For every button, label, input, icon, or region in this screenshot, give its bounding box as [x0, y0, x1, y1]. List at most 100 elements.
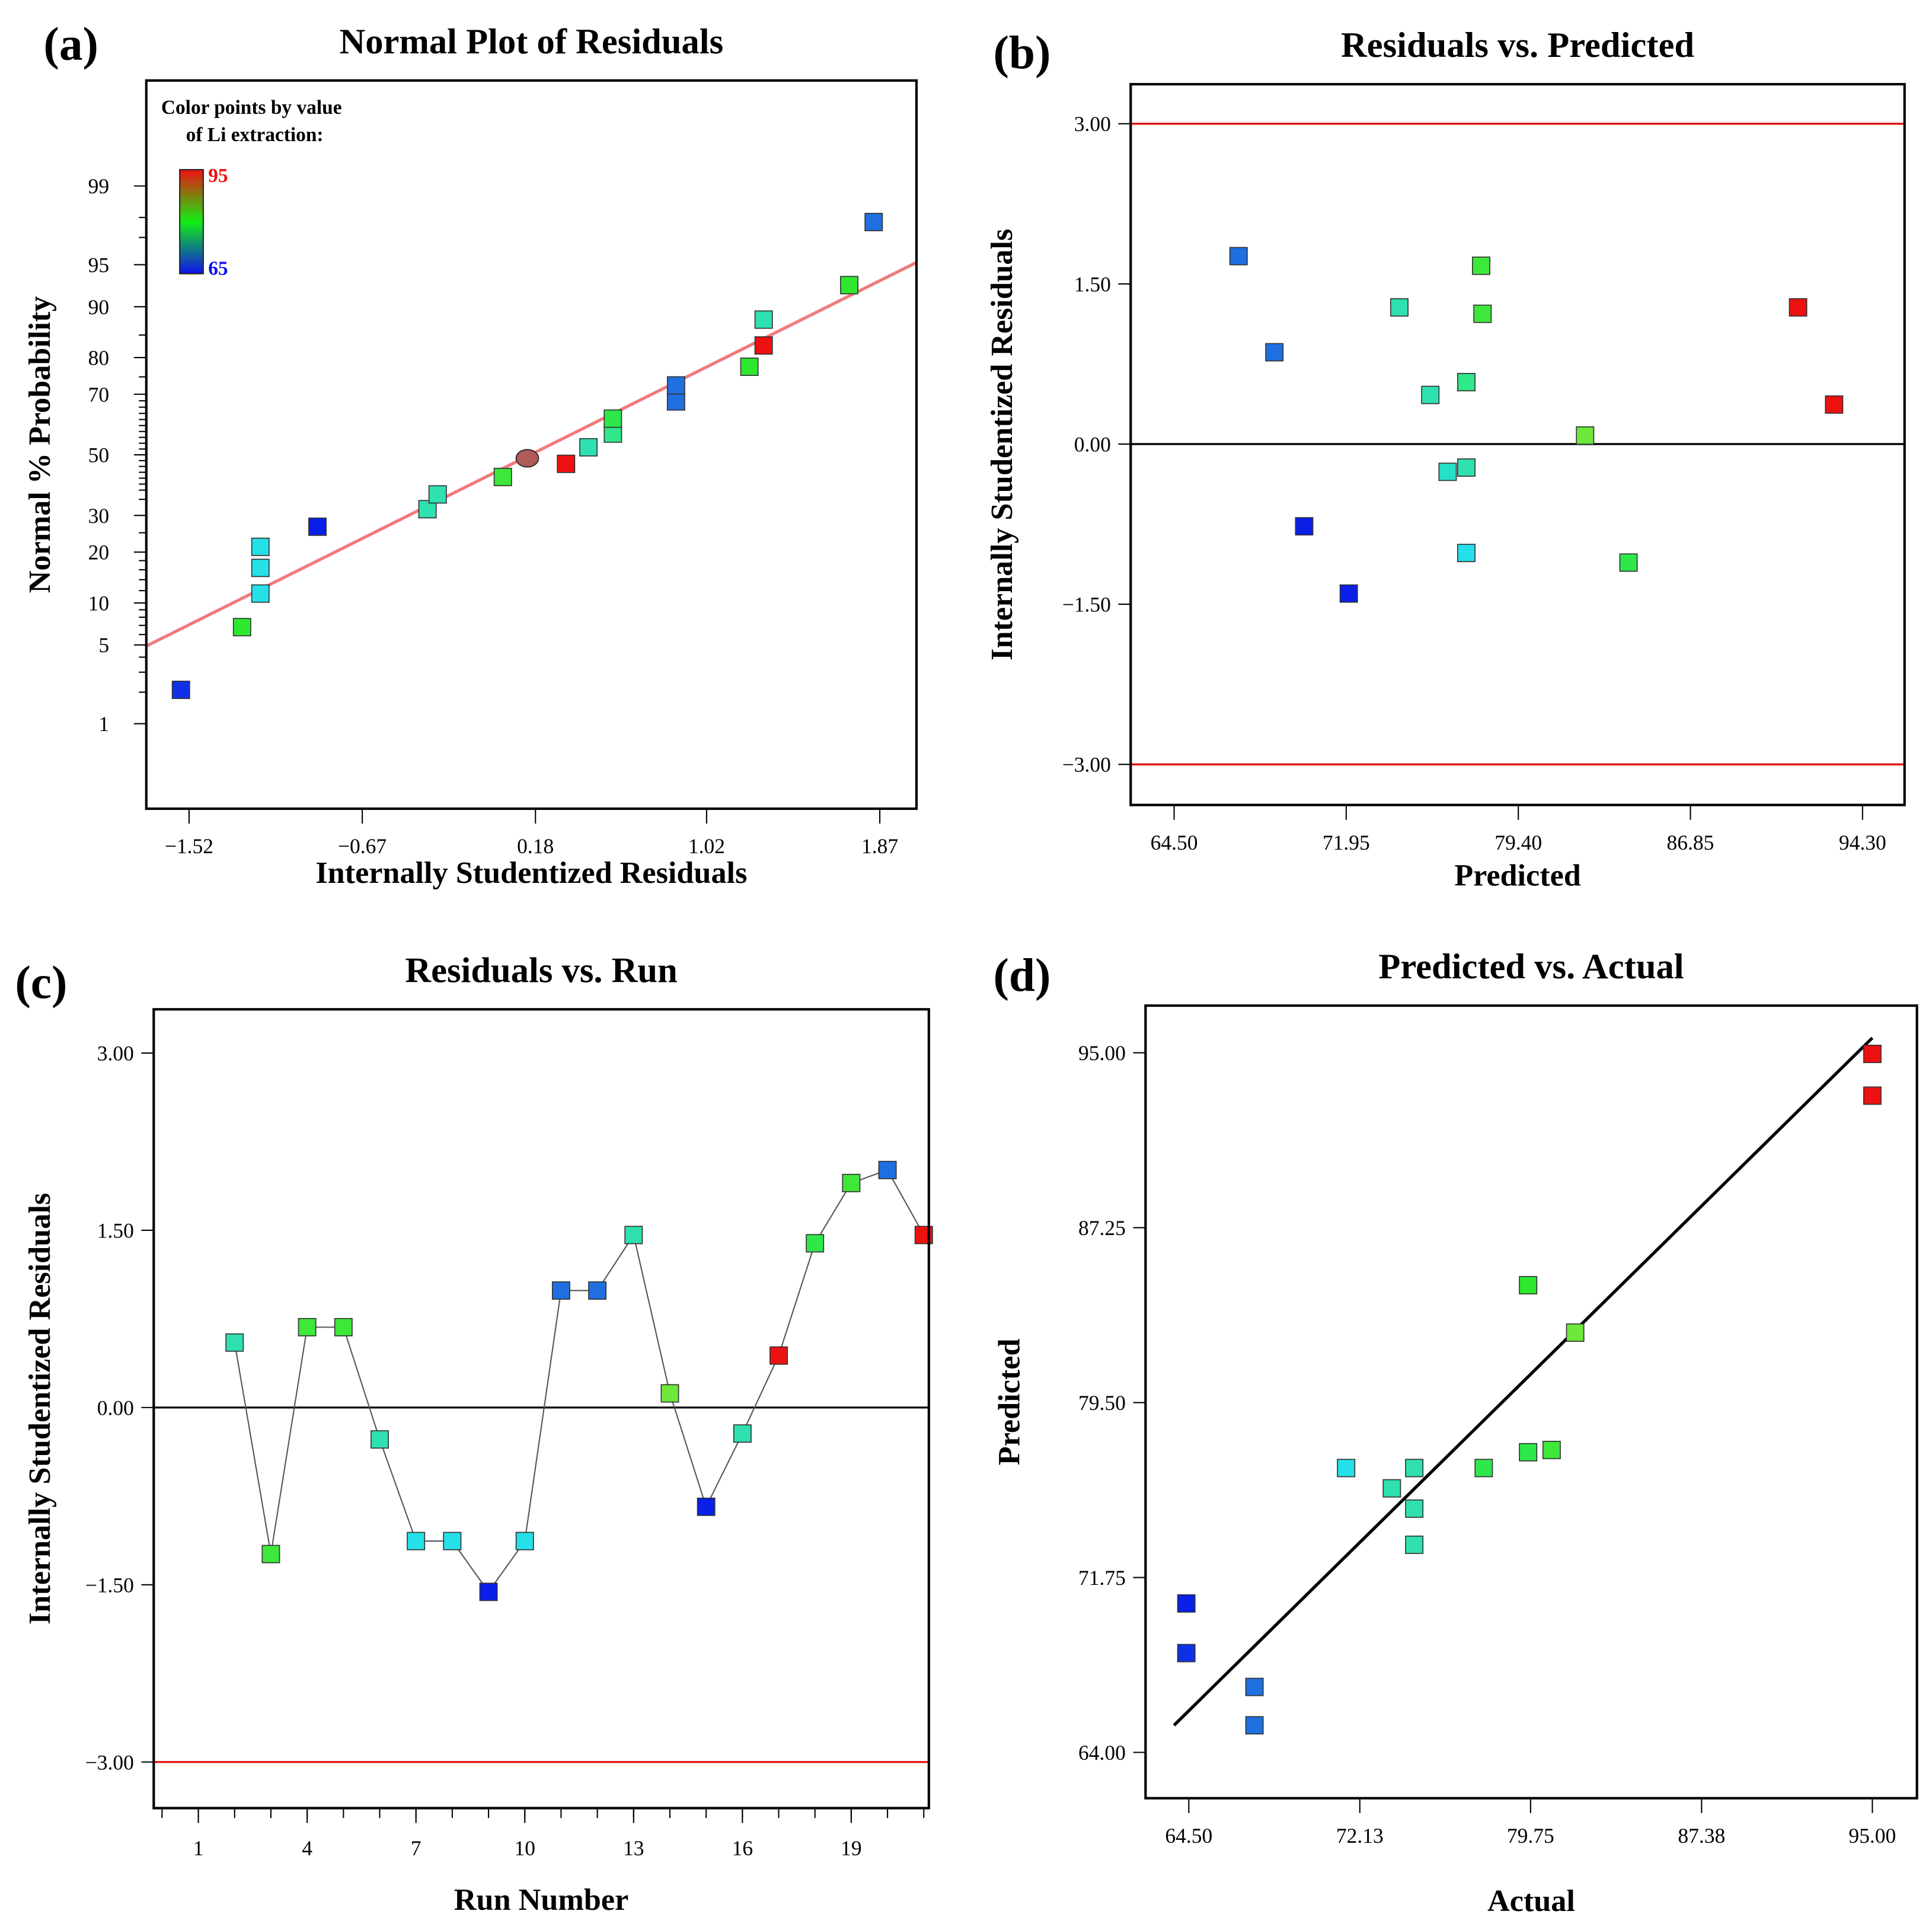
x-tick-label: −0.67 — [338, 834, 387, 858]
x-tick-label: 95.00 — [1848, 1824, 1896, 1848]
panel-c: (c) Residuals vs. Run Run Number Internally… — [15, 950, 933, 1917]
fit-line — [1173, 1036, 1874, 1727]
data-point — [493, 468, 512, 486]
data-point — [1405, 1499, 1424, 1518]
colorbar-max-label: 95 — [208, 165, 228, 187]
y-tick-label: 70 — [88, 382, 110, 406]
y-tick-label: −3.00 — [85, 1750, 134, 1774]
x-tick-label: 86.85 — [1667, 831, 1714, 854]
y-tick-label: 80 — [88, 346, 110, 370]
y-tick-label: 79.50 — [1078, 1391, 1126, 1415]
data-point — [697, 1497, 716, 1516]
data-point — [579, 438, 598, 457]
data-point — [1576, 426, 1595, 445]
panel-label: (b) — [993, 27, 1050, 79]
data-point — [1295, 517, 1314, 536]
data-point — [769, 1346, 788, 1365]
y-tick-label: 20 — [88, 541, 110, 564]
y-tick-label: 30 — [88, 504, 110, 528]
data-point — [624, 1226, 643, 1245]
y-tick-label: 1 — [98, 712, 109, 736]
data-point — [251, 584, 270, 603]
data-point — [308, 517, 327, 536]
data-point — [334, 1317, 353, 1336]
data-point — [251, 537, 270, 556]
data-point — [1177, 1594, 1196, 1613]
chart-title: Residuals vs. Predicted — [1341, 25, 1694, 65]
data-point — [1339, 584, 1358, 603]
plot-frame — [1144, 1004, 1918, 1800]
colorbar-title-line1: Color points by value — [161, 97, 342, 119]
data-point — [1519, 1276, 1538, 1295]
x-tick-label: 0.18 — [517, 834, 554, 858]
data-point — [1438, 462, 1457, 481]
x-tick-label: 64.50 — [1165, 1824, 1212, 1848]
x-tick-label: 10 — [514, 1836, 535, 1860]
y-axis-label: Normal % Probability — [23, 296, 57, 593]
x-tick-label: 1.87 — [861, 834, 898, 858]
colorbar-min-label: 65 — [208, 258, 228, 280]
data-point — [1457, 544, 1476, 563]
x-tick-label: 19 — [841, 1836, 862, 1860]
data-point — [407, 1532, 426, 1550]
data-point — [1825, 395, 1844, 414]
panel-label: (a) — [43, 18, 98, 70]
data-point — [251, 559, 270, 578]
data-point — [666, 376, 685, 395]
x-tick-label: 72.13 — [1336, 1824, 1384, 1848]
chart-title: Predicted vs. Actual — [1378, 947, 1684, 987]
y-tick-label: 95 — [88, 253, 110, 277]
data-point — [842, 1173, 861, 1192]
data-point — [864, 213, 883, 231]
panel-d: (d) Predicted vs. Actual Actual Predicted 64… — [992, 947, 1918, 1918]
panel-label: (d) — [993, 949, 1050, 1001]
y-tick-label: 87.25 — [1078, 1216, 1126, 1240]
y-tick-label: −1.50 — [1062, 593, 1111, 617]
data-point — [428, 485, 447, 504]
x-tick-label: 87.38 — [1678, 1824, 1725, 1848]
x-axis-label: Internally Studentized Residuals — [315, 856, 747, 890]
data-point — [840, 276, 858, 295]
x-tick-label: 16 — [732, 1836, 753, 1860]
data-point — [225, 1333, 244, 1352]
data-point — [1863, 1086, 1882, 1105]
data-point — [1337, 1459, 1356, 1478]
data-point — [479, 1583, 498, 1601]
y-tick-label: 5 — [98, 633, 109, 657]
x-axis-label: Run Number — [454, 1883, 628, 1917]
data-point — [1405, 1459, 1424, 1478]
x-tick-label: 79.40 — [1494, 831, 1542, 854]
x-tick-label: 7 — [411, 1836, 421, 1860]
x-axis-label: Actual — [1487, 1884, 1575, 1918]
data-point — [666, 392, 685, 411]
y-tick-label: 3.00 — [1074, 112, 1111, 136]
colorbar-title-line2: of Li extraction: — [186, 124, 324, 146]
chart-title: Residuals vs. Run — [405, 950, 677, 990]
data-point — [603, 409, 622, 428]
data-point — [1566, 1323, 1585, 1342]
data-point — [1789, 298, 1808, 317]
data-point — [371, 1430, 389, 1449]
data-point — [1457, 458, 1476, 477]
y-tick-label: 95.00 — [1078, 1041, 1126, 1065]
data-point — [1863, 1045, 1882, 1063]
x-tick-label: 1.02 — [688, 834, 725, 858]
data-point — [733, 1424, 752, 1443]
y-tick-label: 50 — [88, 444, 110, 467]
data-point — [1619, 553, 1638, 572]
data-point — [1473, 304, 1492, 323]
data-point — [443, 1532, 462, 1550]
y-axis-label: Internally Studentized Residuals — [23, 1193, 57, 1625]
data-point — [1390, 298, 1409, 317]
colorbar-legend: Color points by value of Li extraction: … — [161, 97, 342, 280]
data-point — [298, 1317, 317, 1336]
data-point — [171, 681, 190, 699]
colorbar — [179, 169, 204, 275]
data-point — [1177, 1644, 1196, 1663]
y-tick-label: 1.50 — [97, 1218, 134, 1242]
y-axis-label: Predicted — [992, 1339, 1026, 1466]
y-tick-label: 99 — [88, 174, 110, 198]
x-tick-label: 64.50 — [1151, 831, 1198, 854]
data-point — [588, 1281, 607, 1300]
data-point — [261, 1545, 280, 1564]
